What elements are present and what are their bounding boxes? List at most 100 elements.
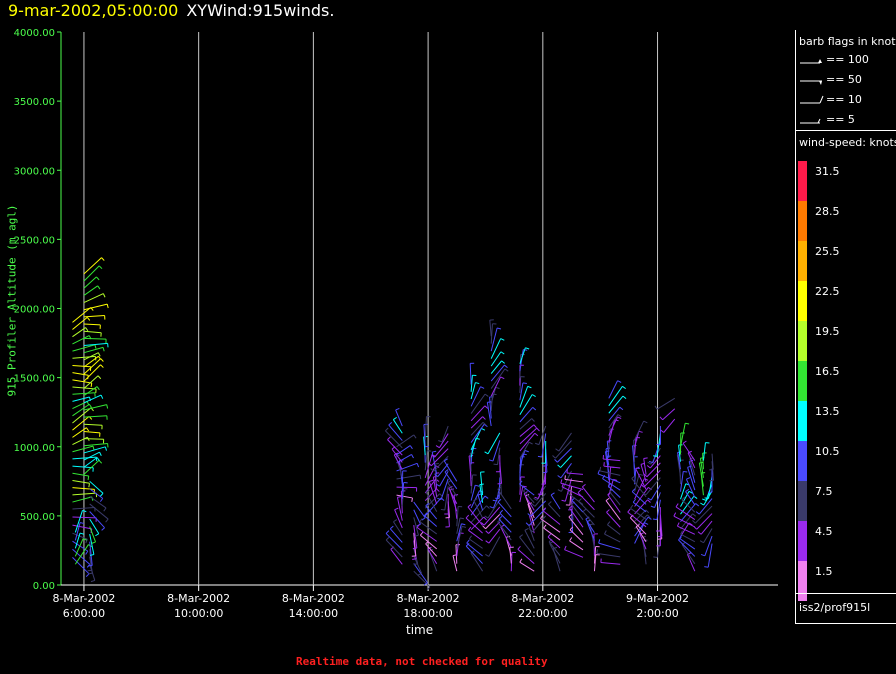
wind-barb xyxy=(578,501,595,518)
wind-barb-flag xyxy=(619,406,624,411)
wind-barb-flag xyxy=(385,536,390,541)
wind-barb xyxy=(455,544,458,564)
wind-barb-flag xyxy=(498,516,503,520)
wind-barb xyxy=(470,474,474,494)
wind-barb xyxy=(396,494,413,499)
wind-barb xyxy=(470,485,476,501)
plot-name: XYWind:915winds. xyxy=(186,1,335,20)
wind-barb xyxy=(89,503,109,520)
wind-barb xyxy=(696,513,713,530)
speed-swatch xyxy=(798,161,807,201)
wind-barb xyxy=(519,441,530,459)
wind-barb-flag xyxy=(642,491,647,496)
wind-barb xyxy=(689,458,696,476)
wind-barb xyxy=(519,536,535,557)
wind-barb xyxy=(470,516,485,531)
wind-barb xyxy=(489,396,492,419)
wind-profile-chart: 0.00 500.00 1000.00 1500.00 2000.00 2500.00 30… xyxy=(14,28,778,620)
wind-barb xyxy=(83,446,106,454)
wind-barb xyxy=(89,518,100,534)
wind-barb xyxy=(519,386,529,408)
wind-barb xyxy=(519,418,533,430)
wind-barb-flag xyxy=(534,496,539,500)
wind-barb xyxy=(680,503,697,522)
wind-barb xyxy=(627,511,647,528)
wind-barb-flag xyxy=(679,534,683,539)
wind-barb-flag xyxy=(647,499,651,503)
wind-barb xyxy=(564,549,584,558)
wind-barb-flag xyxy=(475,382,480,385)
wind-barb xyxy=(490,360,502,374)
wind-barb xyxy=(83,442,108,447)
wind-barb-flag xyxy=(519,534,523,538)
wind-barb-flag xyxy=(568,513,573,518)
wind-barb xyxy=(83,364,101,382)
wind-barb xyxy=(83,346,104,354)
wind-barb xyxy=(640,464,647,483)
wind-barb-flag xyxy=(697,531,702,535)
wind-barb xyxy=(604,451,610,473)
wind-barb-flag xyxy=(482,525,486,530)
wind-barb-flag xyxy=(635,466,640,470)
wind-barb xyxy=(419,521,438,535)
wind-barb xyxy=(424,488,437,502)
wind-barb xyxy=(606,511,621,528)
wind-barb-flag xyxy=(523,349,528,351)
wind-barb xyxy=(72,403,90,417)
wind-barb-flag xyxy=(481,428,486,431)
wind-barb xyxy=(89,488,104,499)
x-tick-time: 2:00:00 xyxy=(636,607,678,620)
wind-barb xyxy=(470,495,486,516)
wind-barb xyxy=(629,517,647,535)
wind-barb-flag xyxy=(428,462,432,467)
wind-barb-flag xyxy=(429,479,434,482)
wind-barb xyxy=(83,375,99,389)
wind-barb xyxy=(608,419,616,444)
flag-50-label: == 50 xyxy=(826,73,862,86)
wind-barb xyxy=(424,450,428,471)
wind-barb-flag xyxy=(540,514,544,519)
wind-barb xyxy=(89,495,107,509)
wind-barb xyxy=(555,440,572,459)
wind-barb-flag xyxy=(88,572,93,575)
wind-barb xyxy=(483,506,501,526)
wind-barb xyxy=(557,447,572,463)
wind-barb-flag xyxy=(393,519,398,523)
wind-barb-flag xyxy=(525,522,530,526)
flag-10-barb-icon xyxy=(800,95,824,104)
wind-barb xyxy=(444,471,458,490)
wind-barb xyxy=(470,382,476,400)
wind-barb-flag xyxy=(613,478,618,481)
wind-barb-flag xyxy=(557,475,562,479)
wind-barb-flag xyxy=(638,473,644,476)
wind-barb xyxy=(593,554,597,572)
wind-barb xyxy=(603,465,621,469)
wind-barb xyxy=(703,528,713,544)
wind-barb xyxy=(650,484,661,501)
wind-barb xyxy=(490,351,502,367)
wind-barb xyxy=(498,518,512,533)
wind-barb-flag xyxy=(688,522,693,526)
y-tick-label: 2000.00 xyxy=(14,305,55,316)
wind-barb-flag xyxy=(604,530,607,535)
wind-barb xyxy=(470,416,483,429)
wind-barb xyxy=(456,517,461,534)
wind-barb xyxy=(519,486,524,503)
wind-barb-flag xyxy=(627,508,631,513)
wind-barb-flag xyxy=(388,421,393,426)
wind-barb xyxy=(607,485,621,498)
wind-barb-flag xyxy=(543,524,547,529)
wind-barb-flag xyxy=(98,355,102,360)
wind-barb xyxy=(444,486,449,511)
wind-barb xyxy=(83,459,100,475)
wind-barb-flag xyxy=(412,558,417,560)
wind-barb xyxy=(560,463,572,479)
wind-barb-flag xyxy=(532,406,537,411)
wind-barb xyxy=(631,491,647,505)
wind-barb-flag xyxy=(85,427,90,432)
wind-barb-flag xyxy=(646,514,651,518)
wind-barb xyxy=(519,394,533,415)
wind-barb xyxy=(448,488,458,505)
wind-barb xyxy=(646,462,661,478)
wind-barb-flag xyxy=(647,461,652,465)
